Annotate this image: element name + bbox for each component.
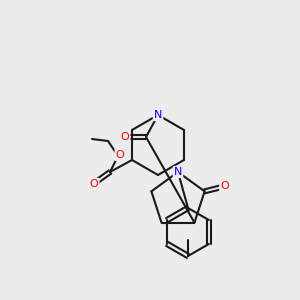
Text: N: N [154,110,162,120]
Text: N: N [174,167,182,177]
Text: O: O [220,181,229,191]
Text: O: O [90,179,98,189]
Text: O: O [121,132,129,142]
Text: O: O [116,150,124,160]
